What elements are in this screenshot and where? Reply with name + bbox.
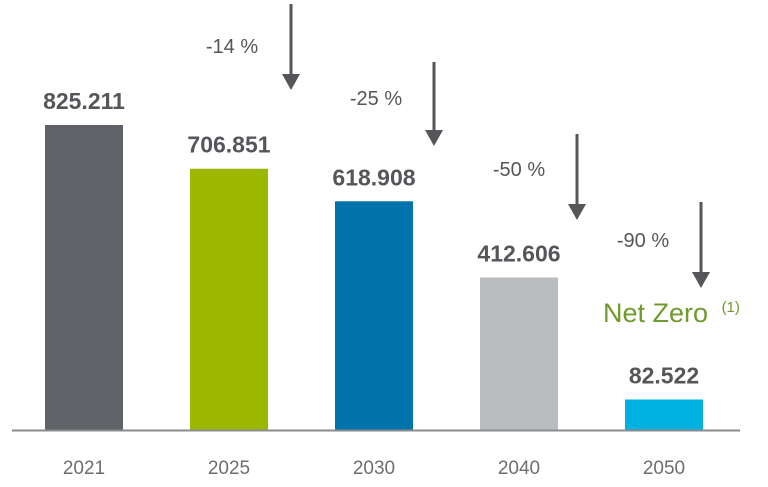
reduction-arrows-group <box>282 4 710 288</box>
value-label-2021: 825.211 <box>43 88 125 114</box>
value-label-2040: 412.606 <box>477 240 560 266</box>
value-label-2025: 706.851 <box>187 132 270 158</box>
reduction-arrow-head-3 <box>568 204 586 220</box>
net-zero-annotation: Net Zero (1) <box>603 298 740 328</box>
x-tick-2030: 2030 <box>353 458 395 479</box>
reduction-label-3: -50 % <box>493 159 545 181</box>
reduction-label-2: -25 % <box>350 88 402 110</box>
value-label-2030: 618.908 <box>332 164 415 190</box>
reduction-arrow-head-4 <box>692 272 710 288</box>
net-zero-text: Net Zero <box>603 298 708 328</box>
bars-group <box>45 125 703 430</box>
reduction-arrow-head-1 <box>282 74 300 90</box>
reduction-label-1: -14 % <box>206 36 258 58</box>
x-tick-2025: 2025 <box>208 458 250 479</box>
labels-group: 825.211 2021 706.851 2025 618.908 2030 412.606… <box>43 36 699 479</box>
reduction-arrow-head-2 <box>425 130 443 146</box>
value-label-2050: 82.522 <box>629 362 699 388</box>
bar-2030 <box>335 201 413 430</box>
x-tick-2050: 2050 <box>643 458 685 479</box>
bar-2021 <box>45 125 123 430</box>
reduction-label-4: -90 % <box>617 230 669 252</box>
bar-2050 <box>625 399 703 430</box>
x-tick-2021: 2021 <box>63 458 105 479</box>
net-zero-footnote: (1) <box>722 299 740 316</box>
bar-2040 <box>480 277 558 430</box>
x-tick-2040: 2040 <box>498 458 540 479</box>
bar-2025 <box>190 168 268 430</box>
